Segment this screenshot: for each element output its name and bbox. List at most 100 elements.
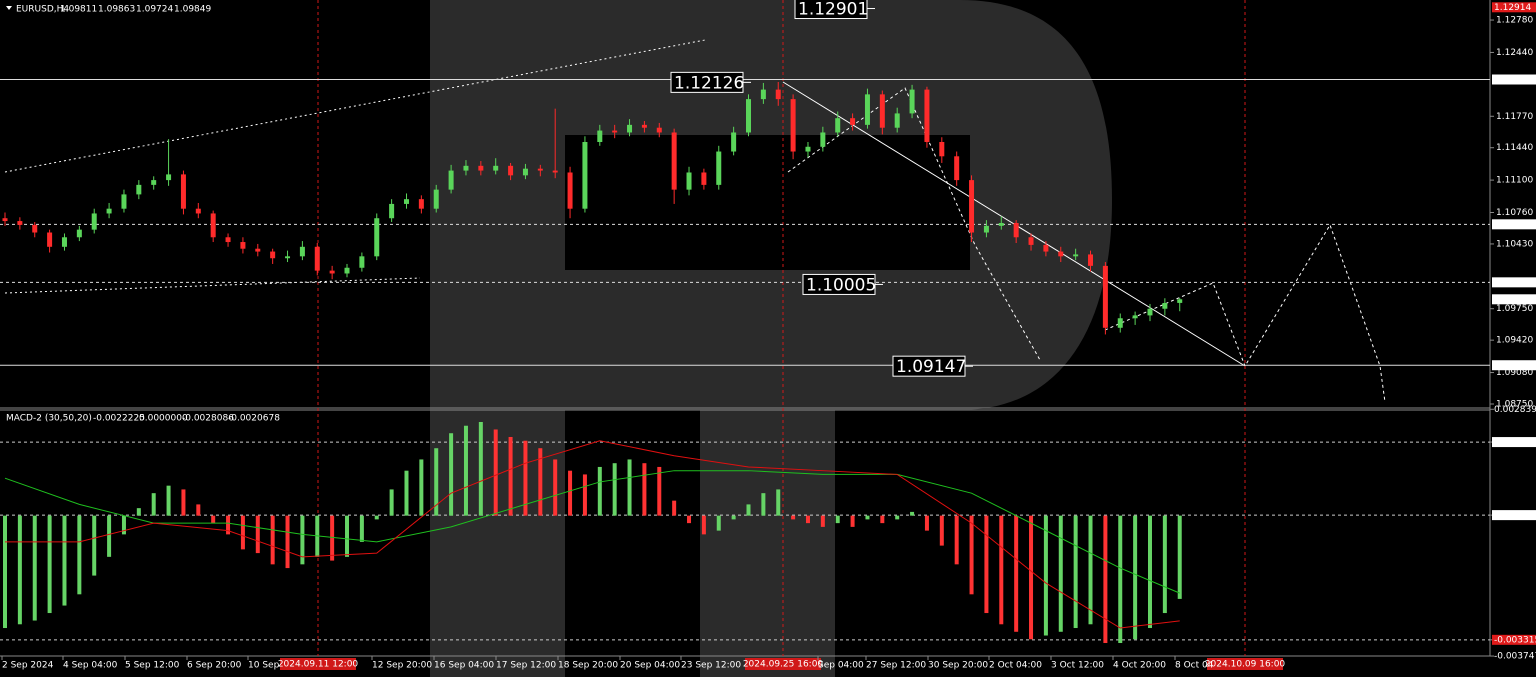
- histogram-bar: [1147, 515, 1152, 629]
- x-tick-label: 2 Oct 04:00: [989, 661, 1042, 671]
- histogram-bar: [121, 515, 126, 535]
- histogram-bar: [553, 459, 558, 516]
- candle-body: [790, 99, 796, 152]
- histogram-bar: [716, 515, 721, 531]
- histogram-bar: [330, 515, 335, 561]
- y-tick-label: 0.0028394: [1494, 405, 1536, 415]
- histogram-bar: [776, 489, 781, 516]
- histogram-bar: [3, 515, 7, 629]
- candle-body: [329, 270, 335, 274]
- price-marker-box: [1492, 2, 1536, 13]
- histogram-bar: [62, 515, 67, 606]
- low: 1.09724: [136, 5, 173, 15]
- level-box: [802, 273, 876, 295]
- candle-body: [537, 168, 543, 171]
- histogram-bar: [404, 470, 409, 516]
- candle-body: [760, 89, 766, 100]
- price-marker-label: 1.09157: [1494, 361, 1531, 371]
- x-tick-label: 4 Sep 04:00: [63, 661, 118, 671]
- candle-body: [478, 165, 484, 171]
- x-tick-label: 4 Oct 20:00: [1113, 661, 1166, 671]
- histogram-bar: [270, 515, 275, 565]
- x-tick-label: 27 Sep 12:00: [866, 661, 926, 671]
- histogram-bar: [166, 485, 171, 516]
- histogram-bar: [1133, 515, 1138, 640]
- x-tick-label: 18 Sep 20:00: [558, 661, 618, 671]
- histogram-bar: [672, 500, 677, 516]
- histogram-bar: [895, 515, 900, 520]
- open: 1.09811: [60, 5, 97, 15]
- candle-body: [270, 251, 276, 259]
- histogram-bar: [969, 515, 974, 595]
- menu-arrow: [6, 6, 12, 10]
- histogram-bar: [627, 459, 632, 516]
- histogram-bar: [1014, 515, 1019, 632]
- tick-box: [1492, 634, 1536, 645]
- histogram-bar: [597, 466, 602, 516]
- histogram-bar: [181, 489, 186, 516]
- histogram-bar: [449, 433, 454, 516]
- x-tick-label: 30 Sep 20:00: [928, 661, 988, 671]
- level-label: 1.12126: [674, 73, 744, 93]
- histogram-bar: [493, 429, 498, 516]
- candle-body: [1147, 308, 1153, 316]
- histogram-bar: [642, 463, 647, 516]
- candle-body: [136, 184, 142, 195]
- histogram-bar: [434, 448, 439, 516]
- candle-body: [285, 256, 291, 259]
- candle-body: [1117, 318, 1123, 328]
- histogram-bar: [1029, 515, 1034, 640]
- histogram-bar: [805, 515, 810, 524]
- candle-body: [1132, 315, 1138, 319]
- x-tick-label: 20 Sep 04:00: [620, 661, 680, 671]
- histogram-bar: [820, 515, 825, 527]
- candle-body: [508, 165, 514, 176]
- x-tick-label: 3 Oct 12:00: [1051, 661, 1104, 671]
- histogram-bar: [1073, 515, 1078, 629]
- x-tick-label: Sep 04:00: [818, 661, 864, 671]
- price-marker-label: 1.12156: [1494, 75, 1531, 85]
- x-tick-label: 23 Sep 12:00: [681, 661, 741, 671]
- histogram-bar: [999, 515, 1004, 625]
- histogram-bar: [508, 436, 513, 516]
- candle-body: [998, 222, 1004, 226]
- macd-line: [5, 440, 1180, 629]
- price-marker-box: [1492, 219, 1536, 230]
- candle-body: [924, 89, 930, 143]
- candle-body: [567, 172, 573, 209]
- histogram-bar: [211, 515, 216, 524]
- close: 1.09849: [174, 5, 211, 15]
- level-label: 1.12901: [798, 0, 868, 20]
- candle-body: [403, 199, 409, 204]
- level-box: [670, 71, 744, 93]
- candle-body: [1162, 303, 1168, 309]
- histogram-bar: [389, 489, 394, 516]
- histogram-bar: [240, 515, 245, 550]
- candle-body: [433, 189, 439, 209]
- candle-body: [121, 194, 127, 209]
- x-tick-label: 17 Sep 12:00: [496, 661, 556, 671]
- y-tick-label: 1.12440: [1496, 48, 1533, 58]
- y-tick-label: 1.10430: [1496, 239, 1533, 249]
- histogram-bar: [1162, 515, 1167, 614]
- price-marker-label: 1.10027: [1494, 278, 1531, 288]
- candle-body: [47, 232, 53, 247]
- candle-body: [493, 165, 499, 171]
- watermark: [430, 0, 1112, 677]
- histogram-bar: [880, 515, 885, 524]
- candle-body: [166, 174, 172, 181]
- symbol: EURUSD,H4: [16, 5, 69, 15]
- candle-body: [32, 224, 38, 233]
- histogram-bar: [285, 515, 290, 569]
- candle-body: [983, 225, 989, 233]
- x-tick-label: 2 Sep 2024: [2, 661, 54, 671]
- candle-body: [671, 132, 677, 190]
- x-tick-label: 8 Oct 04: [1175, 661, 1214, 671]
- candle-body: [627, 124, 633, 133]
- histogram-bar: [835, 515, 840, 524]
- histogram-bar: [463, 425, 468, 516]
- histogram-bar: [359, 515, 364, 542]
- price-marker-box: [1492, 277, 1536, 288]
- y-tick-label: 1.10760: [1496, 208, 1533, 218]
